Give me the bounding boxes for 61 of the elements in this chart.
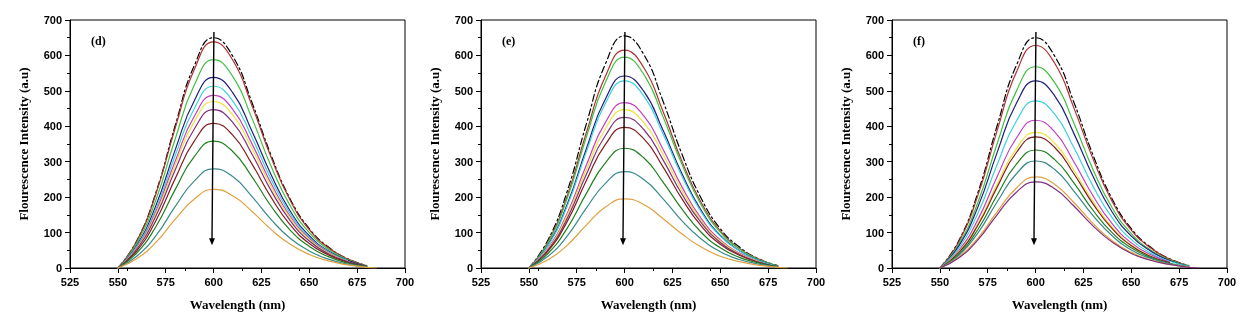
y-tick-label: 0 <box>466 262 473 274</box>
x-tick-label: 575 <box>567 275 586 288</box>
x-tick-label: 700 <box>395 275 415 288</box>
y-tick-label: 0 <box>877 262 884 274</box>
x-tick-label: 525 <box>882 275 902 288</box>
x-axis-title: Wavelength (nm) <box>1011 297 1108 312</box>
y-tick-label: 300 <box>454 155 473 168</box>
line-series <box>117 168 368 269</box>
x-tick-label: 575 <box>978 275 997 288</box>
y-tick-label: 400 <box>865 120 884 133</box>
line-series <box>528 198 788 269</box>
y-tick-label: 700 <box>43 14 62 26</box>
y-tick-label: 200 <box>454 191 473 204</box>
y-tick-label: 700 <box>865 14 884 26</box>
y-tick-label: 300 <box>865 155 884 168</box>
x-tick-label: 650 <box>711 275 730 288</box>
y-tick-label: 700 <box>454 14 473 26</box>
x-tick-label: 575 <box>156 275 175 288</box>
y-tick-label: 200 <box>865 191 884 204</box>
y-tick-label: 500 <box>43 84 62 97</box>
x-tick-label: 625 <box>1074 275 1093 288</box>
x-tick-label: 650 <box>300 275 319 288</box>
x-tick-label: 525 <box>471 275 491 288</box>
x-tick-label: 675 <box>1169 275 1189 288</box>
x-tick-label: 650 <box>1122 275 1141 288</box>
y-tick-label: 400 <box>43 120 62 133</box>
text: (d) <box>91 34 106 48</box>
y-tick-label: 100 <box>865 226 884 239</box>
y-tick-label: 600 <box>454 49 473 62</box>
x-tick-label: 700 <box>1217 275 1237 288</box>
line-series <box>528 171 779 269</box>
x-tick-label: 550 <box>930 275 950 288</box>
y-tick-label: 400 <box>454 120 473 133</box>
x-tick-label: 550 <box>108 275 128 288</box>
x-tick-label: 525 <box>60 275 80 288</box>
x-tick-label: 600 <box>1026 275 1045 288</box>
y-tick-label: 600 <box>865 49 884 62</box>
y-tick-label: 600 <box>43 49 62 62</box>
y-axis-title: Flourescence Intensity (a.u) <box>838 67 853 221</box>
x-tick-label: 550 <box>519 275 539 288</box>
y-tick-label: 200 <box>43 191 62 204</box>
x-tick-label: 625 <box>252 275 271 288</box>
x-tick-label: 700 <box>806 275 826 288</box>
x-tick-label: 600 <box>204 275 223 288</box>
y-tick-label: 300 <box>43 155 62 168</box>
y-axis-title: Flourescence Intensity (a.u) <box>16 67 31 221</box>
y-tick-label: 100 <box>43 226 62 239</box>
x-axis-title: Wavelength (nm) <box>189 297 286 312</box>
line-series <box>117 188 377 269</box>
x-tick-label: 675 <box>758 275 778 288</box>
x-tick-label: 625 <box>663 275 682 288</box>
y-axis-title: Flourescence Intensity (a.u) <box>427 67 442 221</box>
text: (e) <box>502 34 516 48</box>
x-axis-title: Wavelength (nm) <box>600 297 697 312</box>
y-tick-label: 500 <box>454 84 473 97</box>
y-tick-label: 0 <box>55 262 62 274</box>
x-tick-label: 600 <box>615 275 634 288</box>
y-tick-label: 500 <box>865 84 884 97</box>
x-tick-label: 675 <box>347 275 367 288</box>
y-tick-label: 100 <box>454 226 473 239</box>
text: (f) <box>913 34 925 48</box>
